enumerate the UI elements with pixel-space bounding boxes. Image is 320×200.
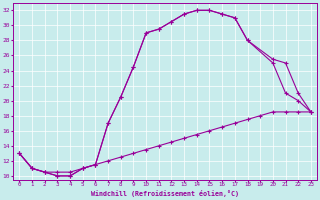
X-axis label: Windchill (Refroidissement éolien,°C): Windchill (Refroidissement éolien,°C): [91, 190, 239, 197]
